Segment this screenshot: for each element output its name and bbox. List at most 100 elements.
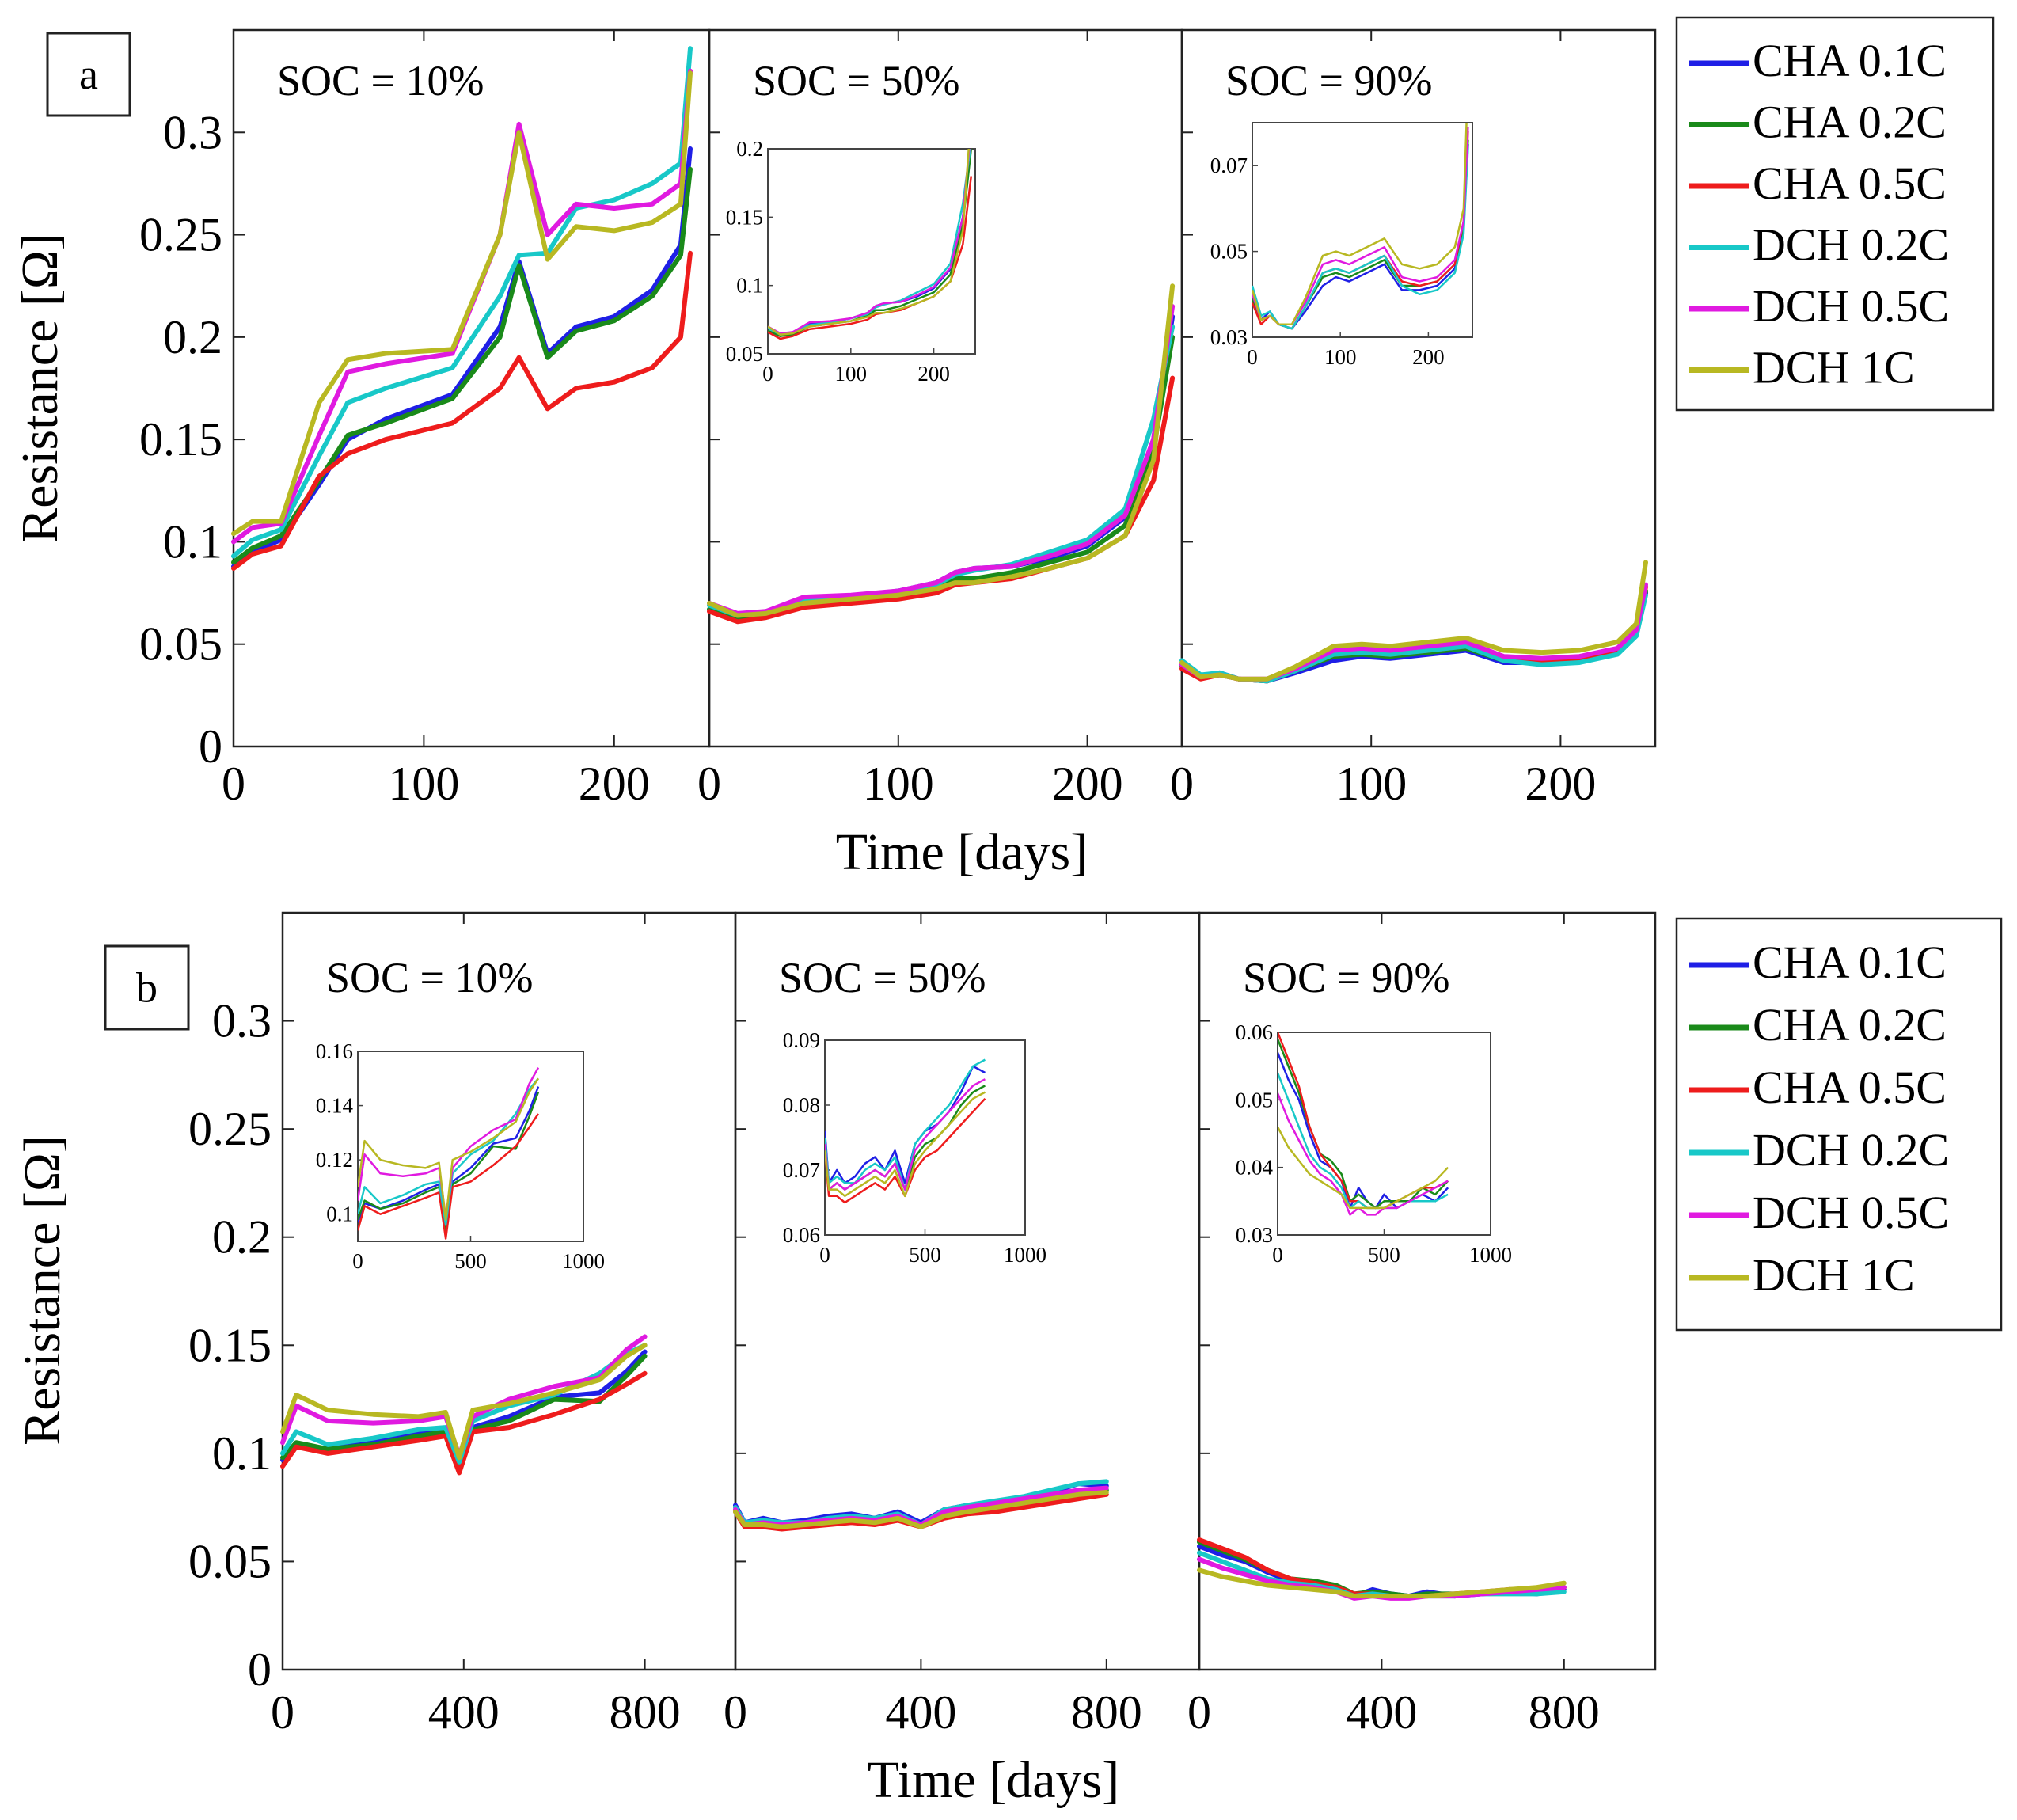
y-tick-label: 0.25 [188,1103,272,1155]
inset-series-line-dch-1c [825,1091,986,1198]
panel-title: SOC = 90% [1243,954,1449,1001]
legend-entry-label: DCH 0.5C [1753,280,1949,332]
inset-y-tick-label: 0.15 [726,205,763,229]
inset-series-line-dch-1c [358,1077,540,1221]
series-line-dch-0-5c [231,68,693,545]
legend-entry-label: CHA 0.5C [1753,158,1947,209]
y-tick-label: 0.25 [139,209,222,261]
x-tick-label: 100 [1335,758,1407,810]
inset-lines [358,1066,540,1240]
inset-lines [1278,1032,1449,1216]
series-line-dch-1c [280,1343,648,1461]
series-line-cha-0-5c [280,1370,648,1476]
inset-series-line-cha-0-5c [825,1097,986,1204]
inset-series-line-cha-0-1c [825,1065,986,1184]
inset-y-tick-label: 0.07 [783,1158,820,1182]
y-tick-label: 0.15 [139,413,222,465]
x-tick-label: 0 [724,1686,747,1738]
panel-a-1: 0 100 200 SOC = 10% [222,28,711,810]
series-line-dch-0-2c [231,46,693,559]
legend-entry-label: DCH 0.5C [1753,1187,1949,1238]
x-tick-label: 0 [271,1686,294,1738]
x-tick-label: 0 [697,758,721,810]
inset-series-line-dch-1c [1252,123,1468,325]
legend-entry-label: CHA 0.2C [1753,999,1947,1051]
panel-frame [281,911,737,1671]
inset-y-tick-label: 0.04 [1236,1156,1274,1180]
x-tick-label: 0 [1187,1686,1211,1738]
panel-title: SOC = 50% [779,954,986,1001]
inset-y-tick-label: 0.1 [326,1203,353,1226]
y-tick-label: 0.1 [212,1427,272,1480]
panel-frame [232,28,711,748]
inset-frame [1252,122,1473,338]
figure-label-box [104,944,190,1031]
panel-frame [1180,28,1657,748]
inset-y-tick-label: 0.05 [1236,1088,1273,1111]
x-tick-label: 200 [1052,758,1123,810]
inset-x-tick-label: 0 [1272,1243,1283,1267]
legend-entry-label: CHA 0.1C [1753,35,1947,86]
inset-x-tick-label: 500 [454,1249,487,1273]
panel-title: SOC = 10% [326,954,533,1001]
y-axis-label: Resistance [Ω] [13,1135,71,1446]
inset-y-tick-label: 0.09 [783,1028,820,1052]
y-tick-label: 0.15 [188,1319,272,1371]
inset-series-line-dch-1c [768,149,970,336]
inset-series-line-dch-1c [1278,1126,1449,1210]
panel-b-1: 0 400 800 SOC = 10% 0 500 1000 0.1 0.12 0.14 0.16 [271,911,737,1738]
series-line-cha-0-2c [231,166,693,565]
inset-x-tick-label: 1000 [562,1249,605,1273]
inset-series-line-cha-0-2c [358,1091,540,1232]
x-tick-label: 100 [863,758,934,810]
y-tick-label: 0.05 [139,618,222,671]
figure-label-box [46,32,131,117]
inset-x-tick-label: 200 [1412,345,1445,369]
series-line-dch-1c [1197,1567,1567,1599]
inset-lines [768,149,973,340]
y-tick-label: 0 [199,720,222,773]
series-line-dch-0-5c [707,304,1176,616]
inset-y-tick-label: 0.1 [736,274,763,298]
x-tick-label: 800 [610,1686,681,1738]
x-tick-label: 0 [1170,758,1194,810]
x-tick-label: 800 [1529,1686,1600,1738]
x-tick-label: 800 [1071,1686,1142,1738]
inset-lines [1252,123,1469,330]
inset-x-tick-label: 1000 [1469,1243,1512,1267]
inset-y-tick-label: 0.03 [1210,325,1248,349]
series-line-cha-0-2c [1179,588,1648,684]
series-line-dch-1c [707,283,1176,618]
inset-x-tick-label: 100 [835,362,868,386]
inset-frame [767,148,976,355]
y-tick-label: 0.3 [163,106,222,158]
inset-x-tick-label: 0 [352,1249,363,1273]
legend-entry-label: DCH 0.2C [1753,219,1949,271]
inset-a-3: 0 100 200 0.03 0.05 0.07 [1210,122,1473,369]
inset-series-line-dch-0-2c [1252,148,1469,330]
inset-y-tick-label: 0.06 [1236,1020,1273,1044]
panel-title: SOC = 50% [753,57,959,104]
series-line-cha-0-1c [1179,591,1648,684]
inset-y-tick-label: 0.06 [783,1223,820,1247]
legend-entry-label: CHA 0.5C [1753,1062,1947,1113]
series-line-dch-1c [733,1490,1109,1529]
inset-x-tick-label: 1000 [1004,1243,1046,1267]
panel-b-2: 0 400 800 SOC = 50% 0 500 1000 0.06 0.07 0.08 0.09 [724,911,1201,1738]
panel-a-2: 0 100 200 SOC = 50% 0 100 200 0.05 0.1 0.15 0.2 [697,28,1183,810]
inset-b-2: 0 500 1000 0.06 0.07 0.08 0.09 [783,1028,1046,1267]
inset-x-tick-label: 0 [819,1243,830,1267]
inset-y-tick-label: 0.2 [736,137,763,161]
inset-y-tick-label: 0.07 [1210,154,1248,177]
x-tick-label: 400 [885,1686,956,1738]
inset-y-tick-label: 0.05 [1210,240,1248,264]
x-axis-label: Time [days] [836,823,1088,881]
inset-y-tick-label: 0.16 [316,1039,353,1063]
x-tick-label: 400 [1346,1686,1417,1738]
panel-frame [1198,911,1657,1671]
figure-label: b [136,964,158,1012]
legend-a: CHA 0.1C CHA 0.2C CHA 0.5C DCH 0.2C DCH 0.5C… [1675,16,1995,412]
y-tick-label: 0.2 [163,311,222,363]
x-tick-label: 200 [579,758,650,810]
